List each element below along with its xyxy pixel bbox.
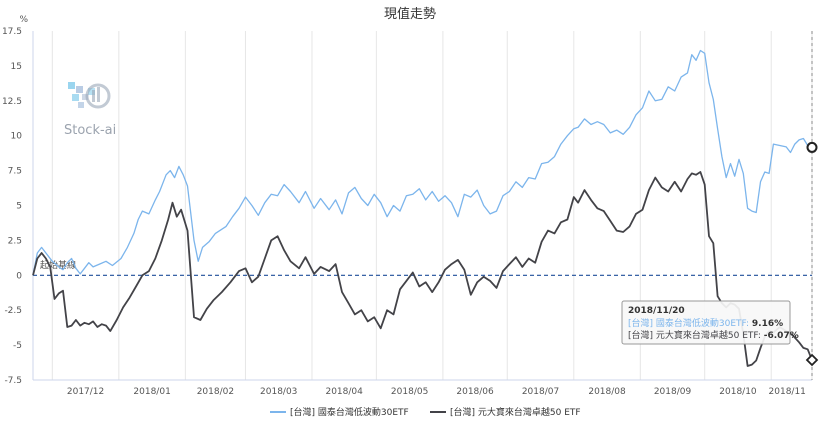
watermark-logo: Stock-ai xyxy=(64,82,116,138)
x-tick-label: 2018/10 xyxy=(719,387,757,397)
y-tick-label: 15 xyxy=(11,62,22,72)
x-tick-label: 2018/05 xyxy=(391,387,428,397)
y-tick-label: 17.5 xyxy=(2,27,22,37)
tooltip-row-1-value: 9.16% xyxy=(752,319,783,329)
series-line-1 xyxy=(32,49,813,276)
y-tick-label: 7.5 xyxy=(8,167,22,177)
x-tick-label: 2017/12 xyxy=(67,387,104,397)
y-unit-label: % xyxy=(19,15,28,25)
x-tick-label: 2018/09 xyxy=(654,387,692,397)
legend-label-series-1: [台灣] 國泰台灣低波動30ETF xyxy=(290,406,409,418)
tooltip-box xyxy=(621,300,791,345)
x-tick-label: 2018/04 xyxy=(325,387,363,397)
baseline-label: 起始基線 xyxy=(40,259,76,271)
legend-item-series-2[interactable]: [台灣] 元大寶來台灣卓越50 ETF xyxy=(430,406,581,418)
tooltip-row-1-label: [台灣] 國泰台灣低波動30ETF: xyxy=(628,317,752,329)
chart-title: 現值走勢 xyxy=(384,6,436,22)
x-tick-label: 2018/11 xyxy=(769,387,806,397)
series-2-end-marker xyxy=(805,353,819,367)
x-tick-label: 2018/07 xyxy=(522,387,559,397)
watermark-text: Stock-ai xyxy=(64,123,116,138)
legend-label-series-2: [台灣] 元大寶來台灣卓越50 ETF xyxy=(450,406,581,418)
y-tick-label: -5 xyxy=(13,341,22,351)
tooltip: 2018/11/20 [台灣] 國泰台灣低波動30ETF: 9.16% [台灣]… xyxy=(621,300,799,345)
x-tick-label: 2018/02 xyxy=(197,387,234,397)
x-tick-label: 2018/08 xyxy=(588,387,626,397)
y-tick-label: 10 xyxy=(11,132,23,142)
legend-item-series-1[interactable]: [台灣] 國泰台灣低波動30ETF xyxy=(270,406,409,418)
x-axis: 2017/12 2018/01 2018/02 2018/03 2018/04 2018/… xyxy=(33,379,812,397)
chart-logo-icon xyxy=(68,82,111,109)
series-1-end-marker xyxy=(806,141,818,153)
legend: [台灣] 國泰台灣低波動30ETF [台灣] 元大寶來台灣卓越50 ETF xyxy=(270,406,581,418)
y-tick-label: -2.5 xyxy=(4,306,22,316)
y-tick-label: 0 xyxy=(16,271,22,281)
series-line-2 xyxy=(32,171,813,367)
x-tick-label: 2018/01 xyxy=(133,387,170,397)
tooltip-row-1: [台灣] 國泰台灣低波動30ETF: 9.16% xyxy=(628,317,783,329)
series-markers xyxy=(805,141,819,367)
series-lines xyxy=(32,49,813,367)
y-tick-label: 12.5 xyxy=(2,97,22,107)
tooltip-row-2: [台灣] 元大寶來台灣卓越50 ETF: -6.07% xyxy=(628,329,799,341)
y-tick-label: 5 xyxy=(16,202,22,212)
tooltip-row-2-value: -6.07% xyxy=(764,331,799,341)
tooltip-date: 2018/11/20 xyxy=(628,306,685,316)
x-tick-label: 2018/06 xyxy=(456,387,494,397)
x-tick-label: 2018/03 xyxy=(260,387,297,397)
y-tick-label: 2.5 xyxy=(8,236,22,246)
y-axis: 17.5 15 12.5 10 7.5 5 2.5 0 -2.5 -5 -7.5 xyxy=(2,27,34,386)
tooltip-row-2-label: [台灣] 元大寶來台灣卓越50 ETF: xyxy=(628,329,764,341)
y-tick-label: -7.5 xyxy=(4,376,22,386)
